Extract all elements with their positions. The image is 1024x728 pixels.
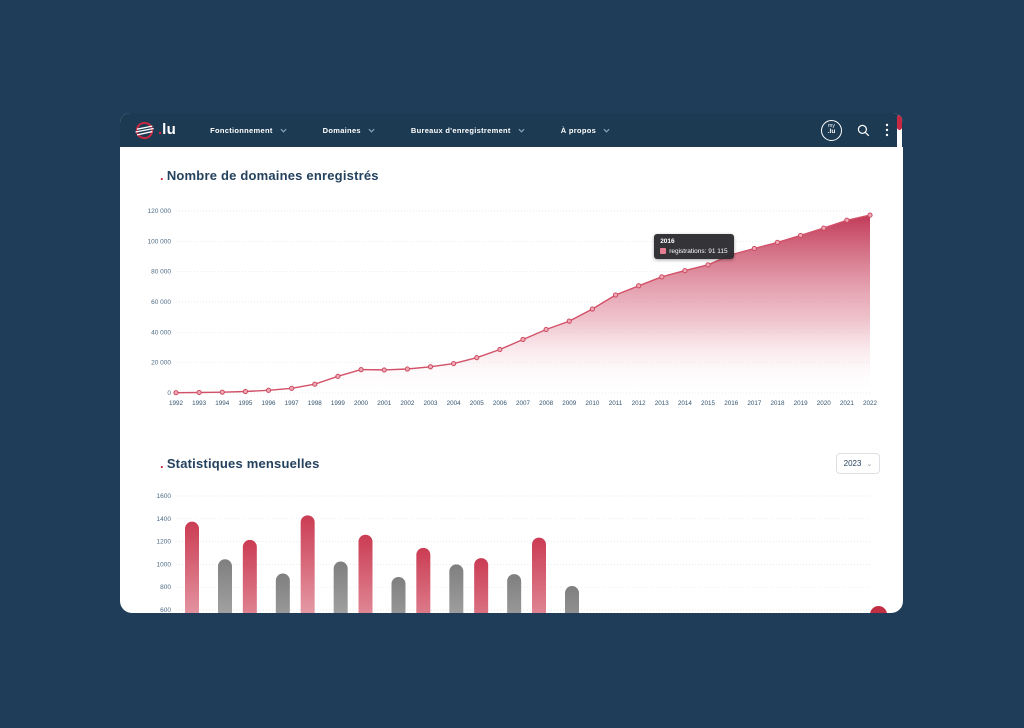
svg-text:2010: 2010 bbox=[585, 400, 600, 407]
monthly-stats-chart[interactable]: 600 800 1000 1200 1400 1600 bbox=[138, 485, 883, 613]
svg-text:2020: 2020 bbox=[817, 400, 832, 407]
svg-text:1000: 1000 bbox=[157, 561, 172, 568]
area-chart-canvas[interactable]: 0 20 000 40 000 60 000 80 000 100 000 120 000 1… bbox=[138, 205, 883, 420]
svg-text:20 000: 20 000 bbox=[151, 360, 171, 367]
nav-item-label: Domaines bbox=[322, 125, 361, 135]
svg-text:1992: 1992 bbox=[169, 400, 184, 407]
svg-text:1400: 1400 bbox=[157, 516, 172, 523]
nav-item-label: Bureaux d'enregistrement bbox=[410, 125, 511, 135]
search-icon[interactable] bbox=[857, 124, 870, 137]
svg-text:1995: 1995 bbox=[238, 400, 253, 407]
svg-text:2000: 2000 bbox=[354, 400, 369, 407]
svg-text:2004: 2004 bbox=[447, 400, 462, 407]
svg-text:2018: 2018 bbox=[770, 400, 785, 407]
svg-text:1600: 1600 bbox=[157, 493, 172, 500]
svg-text:100 000: 100 000 bbox=[148, 238, 172, 245]
svg-text:0: 0 bbox=[167, 390, 171, 397]
svg-text:1996: 1996 bbox=[262, 400, 277, 407]
nav-item-a-propos[interactable]: À propos bbox=[561, 126, 610, 135]
svg-text:2012: 2012 bbox=[632, 400, 647, 407]
svg-text:2005: 2005 bbox=[470, 400, 485, 407]
svg-text:2014: 2014 bbox=[678, 400, 693, 407]
yearly-registrations-chart[interactable]: 0 20 000 40 000 60 000 80 000 100 000 120 000 1… bbox=[138, 205, 883, 420]
chevron-down-icon bbox=[518, 128, 525, 133]
svg-text:2015: 2015 bbox=[701, 400, 716, 407]
svg-text:40 000: 40 000 bbox=[151, 329, 171, 336]
svg-text:1994: 1994 bbox=[215, 400, 230, 407]
svg-text:2009: 2009 bbox=[562, 400, 577, 407]
mylu-account-icon[interactable]: my .lu bbox=[821, 119, 842, 141]
title-dot: . bbox=[160, 456, 164, 471]
svg-text:2022: 2022 bbox=[863, 400, 878, 407]
svg-text:2001: 2001 bbox=[377, 400, 392, 407]
chevron-down-icon bbox=[280, 128, 287, 133]
cutoff-red-marker bbox=[870, 606, 887, 613]
title-text: Nombre de domaines enregistrés bbox=[166, 168, 379, 183]
chevron-down-icon bbox=[603, 128, 610, 133]
nav-item-label: Fonctionnement bbox=[210, 125, 273, 135]
chevron-down-icon bbox=[368, 128, 375, 133]
section-title-registered-domains: . Nombre de domaines enregistrés bbox=[160, 168, 379, 183]
mylu-text-top: my bbox=[827, 123, 836, 130]
bar-chart-canvas[interactable]: 600 800 1000 1200 1400 1600 bbox=[138, 485, 883, 613]
kebab-menu-icon[interactable] bbox=[885, 123, 889, 137]
svg-text:2019: 2019 bbox=[794, 400, 809, 407]
title-dot: . bbox=[160, 168, 164, 183]
svg-text:60 000: 60 000 bbox=[151, 299, 171, 306]
svg-text:1993: 1993 bbox=[192, 400, 207, 407]
svg-text:2016: 2016 bbox=[724, 400, 739, 407]
dnslu-logo[interactable]: .lu bbox=[134, 120, 176, 141]
scrollbar-track[interactable] bbox=[897, 115, 902, 609]
nav-item-fonctionnement[interactable]: Fonctionnement bbox=[210, 126, 287, 135]
svg-text:2002: 2002 bbox=[400, 400, 415, 407]
scrollbar-thumb[interactable] bbox=[897, 115, 902, 130]
svg-text:1200: 1200 bbox=[157, 539, 172, 546]
svg-text:2011: 2011 bbox=[609, 400, 623, 407]
svg-text:1999: 1999 bbox=[331, 400, 346, 407]
nav-item-domaines[interactable]: Domaines bbox=[323, 126, 375, 135]
navbar-actions: my .lu bbox=[821, 119, 889, 141]
svg-text:80 000: 80 000 bbox=[151, 269, 171, 276]
svg-text:2017: 2017 bbox=[747, 400, 762, 407]
chevron-down-icon: ⌄ bbox=[866, 460, 873, 468]
svg-text:600: 600 bbox=[160, 607, 171, 613]
svg-text:1998: 1998 bbox=[308, 400, 323, 407]
top-navbar: .lu Fonctionnement Domaines Bureaux d'en… bbox=[120, 113, 903, 147]
svg-text:1997: 1997 bbox=[285, 400, 300, 407]
svg-text:2008: 2008 bbox=[539, 400, 554, 407]
logo-dot: . bbox=[158, 121, 163, 138]
year-dropdown[interactable]: 2023 ⌄ bbox=[836, 453, 880, 474]
website-viewport: .lu Fonctionnement Domaines Bureaux d'en… bbox=[120, 113, 903, 613]
mylu-text-bottom: .lu bbox=[827, 128, 836, 136]
svg-text:2021: 2021 bbox=[840, 400, 855, 407]
svg-text:2006: 2006 bbox=[493, 400, 508, 407]
year-dropdown-value: 2023 bbox=[843, 459, 862, 468]
nav-item-label: À propos bbox=[560, 125, 597, 135]
svg-text:2007: 2007 bbox=[516, 400, 531, 407]
nav-item-bureaux[interactable]: Bureaux d'enregistrement bbox=[411, 126, 525, 135]
svg-text:2003: 2003 bbox=[423, 400, 438, 407]
svg-text:800: 800 bbox=[160, 584, 171, 591]
title-text: Statistiques mensuelles bbox=[166, 456, 320, 471]
svg-text:2013: 2013 bbox=[655, 400, 670, 407]
logo-text: lu bbox=[162, 121, 177, 138]
svg-text:120 000: 120 000 bbox=[148, 208, 172, 215]
nav-menu: Fonctionnement Domaines Bureaux d'enregi… bbox=[210, 126, 610, 135]
section-title-monthly-stats: . Statistiques mensuelles bbox=[160, 456, 320, 471]
dnslu-logo-icon bbox=[135, 121, 154, 139]
